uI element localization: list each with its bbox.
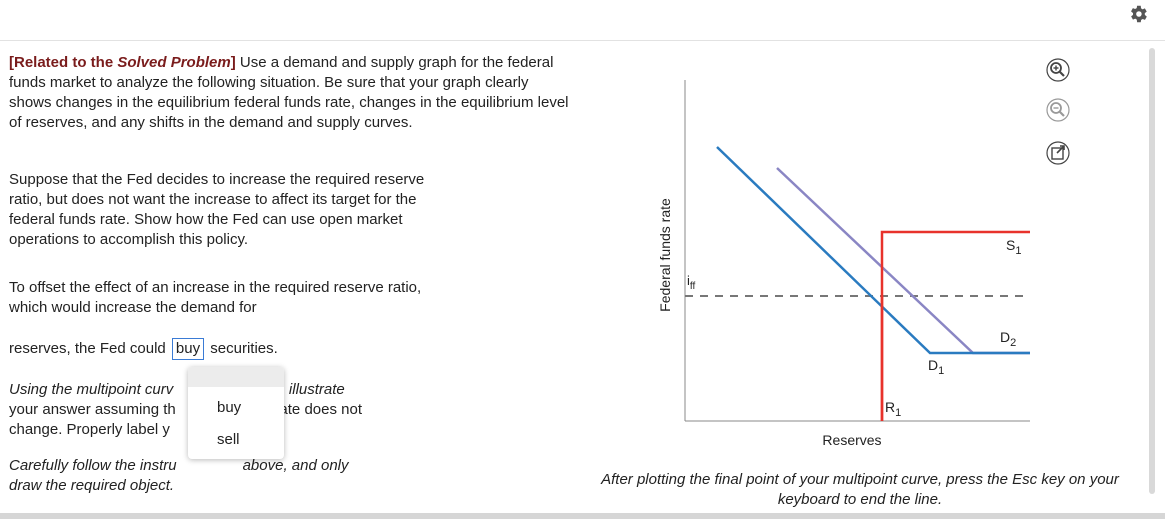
question-intro: [Related to the Solved Problem] Use a de…	[9, 53, 574, 133]
bottom-scroll-track	[0, 513, 1165, 519]
gear-icon[interactable]	[1127, 3, 1149, 25]
reserves-sentence: reserves, the Fed could buy securities.	[9, 338, 429, 360]
demand-curve-d2[interactable]	[776, 167, 1030, 355]
dropdown-option-buy[interactable]: buy	[217, 399, 242, 416]
dropdown-option-sell[interactable]: sell	[217, 431, 240, 448]
dropdown-menu: buy sell	[188, 367, 284, 459]
reserves-label: R1	[885, 399, 901, 419]
zoom-out-icon[interactable]	[1046, 98, 1070, 122]
y-axis-label: Federal funds rate	[657, 198, 673, 312]
graph-caption: After plotting the final point of your m…	[601, 471, 1119, 508]
follow-instructions: Carefully follow the instru above, and on…	[9, 457, 349, 494]
intro-text: Use a demand and supply graph for the fe…	[9, 54, 569, 131]
demand2-label: D2	[1000, 329, 1016, 349]
scrollbar[interactable]	[1149, 48, 1155, 494]
dropdown-blank-option[interactable]	[188, 367, 284, 387]
rate-label: iff	[687, 273, 695, 292]
top-divider	[0, 40, 1165, 41]
related-label: [Related to the Solved Problem]	[9, 54, 236, 71]
action-dropdown[interactable]: buy	[171, 338, 205, 360]
offset-text: To offset the effect of an increase in t…	[9, 279, 422, 316]
zoom-in-icon[interactable]	[1046, 58, 1070, 82]
supply-label: S1	[1006, 237, 1021, 257]
multipoint-instructions: Using the multipoint curv l, illustrate y…	[9, 381, 362, 438]
demand1-label: D1	[928, 357, 944, 377]
scenario-text: Suppose that the Fed decides to increase…	[9, 171, 425, 248]
x-axis-label: Reserves	[822, 432, 881, 448]
expand-icon[interactable]	[1046, 141, 1070, 165]
demand-curve-d1[interactable]	[716, 146, 1030, 355]
